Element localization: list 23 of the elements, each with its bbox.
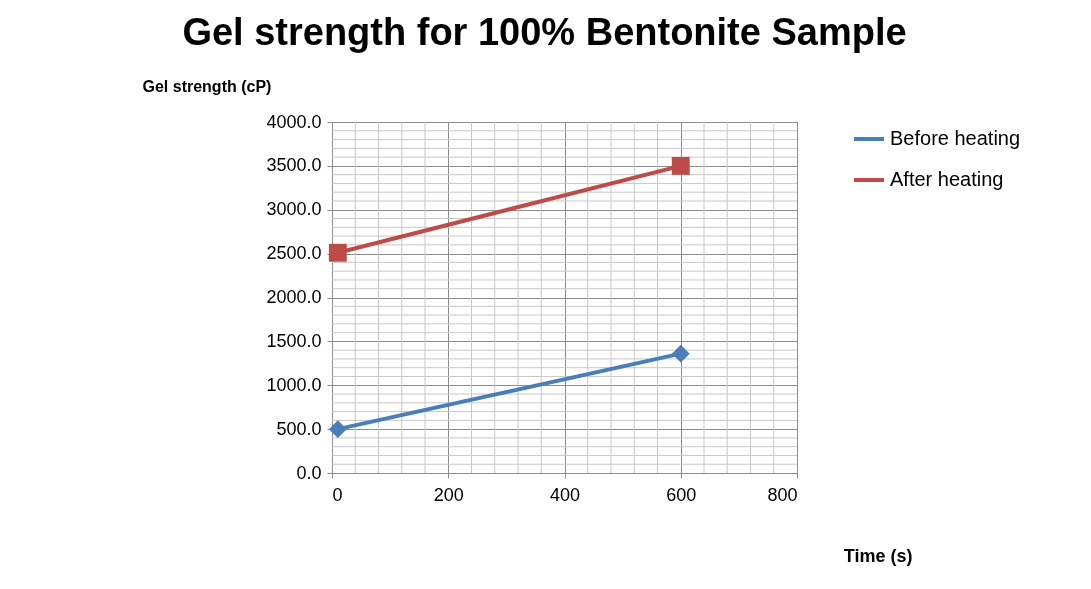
- x-tick-label: 200: [433, 484, 464, 505]
- y-tick-label: 0.0: [296, 462, 322, 483]
- x-tick-label: 800: [767, 484, 798, 505]
- y-tick-label: 2500.0: [266, 243, 322, 264]
- x-tick-label: 400: [549, 484, 581, 505]
- legend-label: After heating: [890, 168, 1004, 190]
- y-tick-label: 1500.0: [266, 330, 322, 351]
- x-axis-title: Time (s): [843, 545, 913, 566]
- legend-label: Before heating: [890, 127, 1021, 149]
- y-tick-label: 4000.0: [266, 111, 322, 132]
- y-tick-label: 500.0: [276, 418, 322, 439]
- x-tick-label: 600: [666, 484, 697, 505]
- x-tick-label: 0: [332, 484, 343, 505]
- point: [328, 243, 347, 262]
- point: [328, 420, 347, 439]
- y-tick-label: 3500.0: [266, 155, 322, 176]
- y-axis-title: Gel strength (cP): [142, 77, 272, 95]
- chart-title: Gel strength for 100% Bentonite Sample: [182, 11, 907, 53]
- y-tick-label: 2000.0: [266, 287, 322, 307]
- point: [671, 344, 690, 363]
- y-tick-label: 1000.0: [266, 374, 322, 395]
- point: [671, 156, 690, 175]
- y-tick-label: 3000.0: [266, 199, 322, 220]
